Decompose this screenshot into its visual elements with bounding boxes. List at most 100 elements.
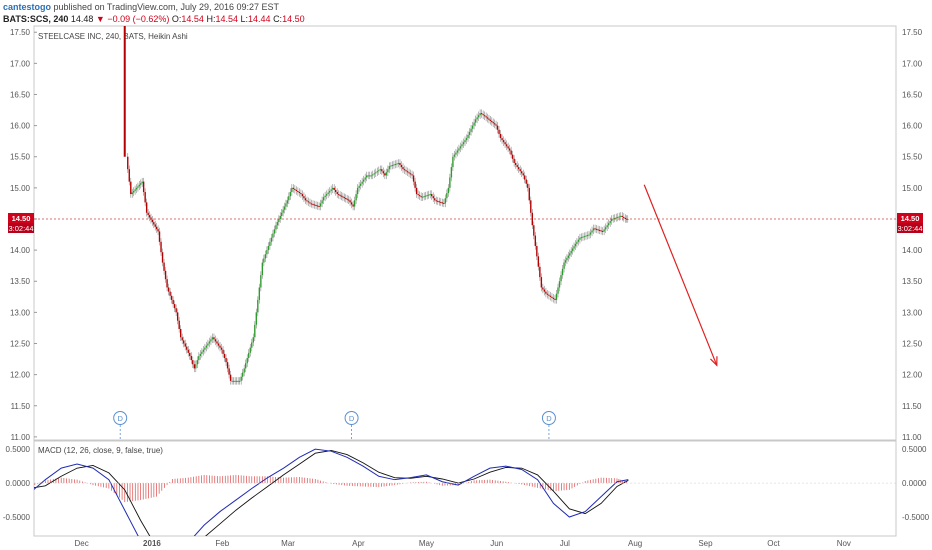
candle-down: [536, 245, 538, 257]
candle-down: [548, 294, 550, 296]
candle-down: [189, 352, 191, 356]
candle-down: [510, 150, 512, 155]
dividend-marker-circle: [113, 411, 128, 425]
chart-header: cantestogo published on TradingView.com,…: [0, 0, 932, 26]
candle-up: [625, 218, 628, 220]
candle-up: [573, 246, 575, 249]
price-y-tick-label-left: 12.50: [10, 340, 31, 349]
candle-up: [620, 215, 622, 217]
candle-down: [157, 229, 159, 232]
candle-down: [502, 140, 505, 143]
candle-down: [415, 187, 418, 195]
x-tick-label: May: [419, 539, 434, 548]
candle-down: [408, 172, 410, 174]
close-label: C:: [273, 14, 283, 24]
low-label: L:: [240, 14, 249, 24]
candle-down: [343, 197, 346, 199]
candle-down: [161, 252, 164, 263]
candle-up: [266, 250, 268, 255]
price-y-tick-label-left: 11.00: [11, 433, 31, 442]
candle-up: [394, 164, 397, 165]
countdown-label-right: 3:02:44: [897, 224, 922, 233]
candle-down: [301, 194, 304, 197]
candle-up: [618, 216, 620, 218]
price-y-tick-label-right: 15.50: [902, 153, 923, 162]
candle-down: [160, 241, 162, 253]
candle-down: [545, 291, 547, 294]
candle-down: [530, 200, 532, 213]
price-y-tick-label-left: 17.50: [10, 28, 31, 37]
candle-up: [471, 125, 474, 129]
candle-up: [577, 239, 580, 242]
candle-down: [127, 156, 129, 170]
candle-up: [387, 169, 389, 173]
candle-up: [275, 225, 277, 230]
candle-down: [417, 194, 419, 196]
username-link[interactable]: cantestogo: [3, 2, 52, 12]
candle-down: [507, 146, 509, 149]
candle-down: [192, 360, 194, 365]
candle-up: [202, 349, 205, 352]
price-y-tick-label-right: 16.50: [902, 90, 923, 99]
candle-down: [312, 203, 314, 205]
candle-down: [216, 341, 218, 344]
candle-up: [135, 187, 138, 190]
candle-down: [485, 116, 487, 118]
candles-group: [127, 109, 629, 385]
price-chart-title: STEELCASE INC, 240, BATS, Heikin Ashi: [38, 32, 188, 41]
dividend-marker-circle: [344, 411, 359, 425]
candle-down: [340, 195, 343, 197]
last-value: 14.48: [70, 14, 94, 24]
candle-down: [384, 173, 386, 176]
high-value: 14.54: [215, 14, 238, 24]
candle-up: [356, 187, 359, 195]
candle-up: [267, 245, 270, 251]
candle-up: [255, 312, 258, 325]
candle-up: [237, 380, 239, 382]
forecast-arrow-head: [710, 356, 718, 367]
price-y-tick-label-right: 11.00: [902, 433, 922, 442]
candle-down: [220, 347, 223, 350]
candle-up: [196, 360, 199, 365]
candle-down: [437, 200, 439, 202]
candle-down: [178, 320, 180, 329]
candle-down: [431, 194, 433, 197]
candle-down: [187, 349, 189, 353]
candle-down: [172, 299, 174, 305]
candle-down: [432, 196, 434, 199]
candle-up: [238, 380, 241, 382]
macd-y-tick-label-right: -0.5000: [902, 513, 930, 522]
candle-up: [279, 215, 281, 219]
candle-down: [336, 192, 338, 195]
candle-down: [163, 262, 165, 271]
candle-down: [223, 353, 226, 359]
candle-up: [328, 190, 331, 193]
candle-up: [211, 337, 214, 340]
candle-up: [617, 216, 619, 218]
open-label: O:: [171, 14, 182, 24]
price-y-tick-label-right: 15.00: [902, 184, 923, 193]
candle-up: [615, 217, 617, 219]
candle-down: [181, 337, 183, 341]
candle-up: [566, 257, 568, 261]
candle-up: [245, 363, 247, 369]
macd-y-tick-label-left: 0.5000: [6, 445, 31, 454]
candle-up: [373, 173, 375, 175]
price-y-tick-label-left: 11.50: [11, 402, 31, 411]
candle-up: [254, 324, 256, 338]
candle-down: [170, 295, 173, 300]
candle-up: [397, 162, 400, 164]
candle-up: [474, 119, 477, 123]
x-tick-label: Nov: [837, 539, 851, 548]
candle-down: [337, 194, 340, 196]
candle-down: [228, 368, 230, 375]
macd-y-tick-label-left: 0.0000: [6, 479, 31, 488]
candle-up: [579, 237, 581, 240]
candle-up: [235, 380, 238, 382]
candle-down: [525, 179, 527, 184]
macd-y-tick-label-left: -0.5000: [3, 513, 31, 522]
candle-down: [175, 308, 177, 313]
candle-up: [580, 237, 583, 239]
candle-up: [243, 368, 245, 373]
